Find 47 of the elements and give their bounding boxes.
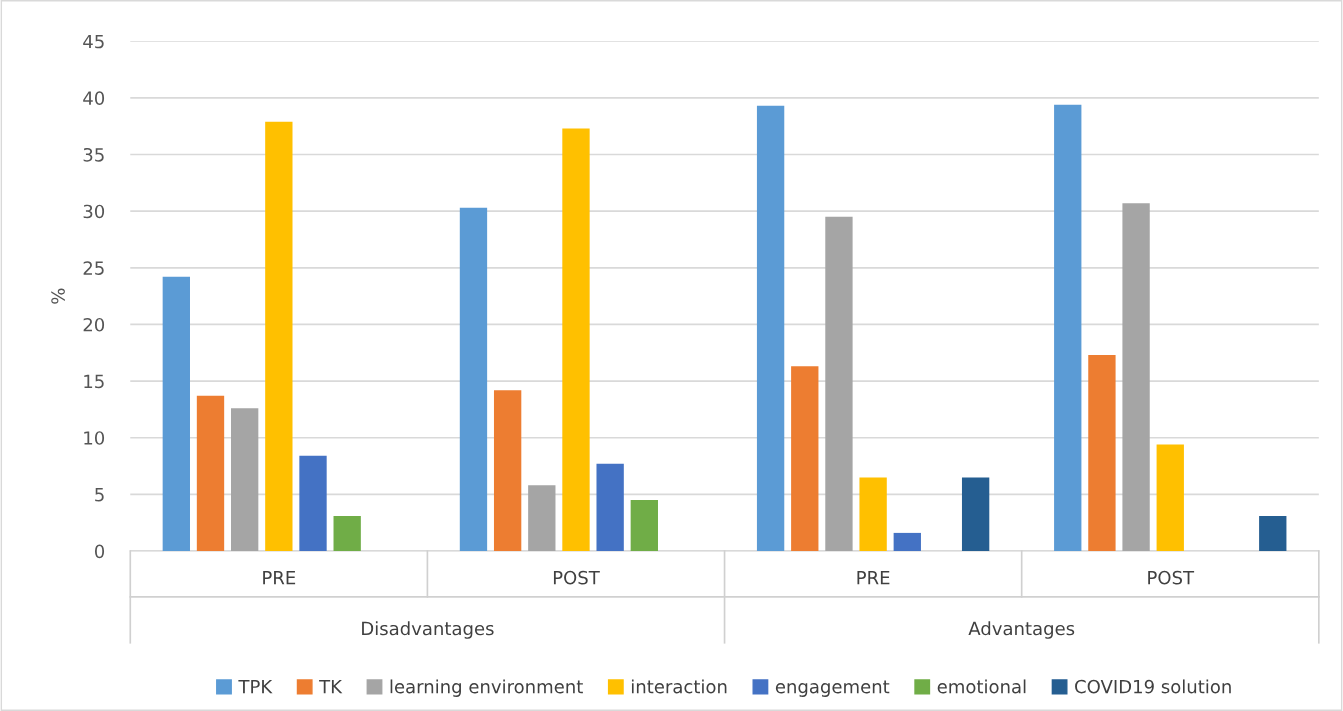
text: Advantages bbox=[968, 621, 1075, 639]
legend-label: engagement bbox=[775, 680, 890, 697]
bar bbox=[791, 366, 819, 552]
x-tick-label: POST bbox=[1148, 570, 1195, 585]
legend-label: TK bbox=[319, 679, 343, 694]
y-tick-label: 5 bbox=[95, 488, 104, 502]
y-tick-label: 30 bbox=[83, 204, 105, 219]
y-tick-label: 20 bbox=[83, 317, 105, 332]
bar bbox=[1259, 515, 1287, 552]
y-tick-label: 40 bbox=[83, 91, 105, 105]
bar bbox=[528, 485, 556, 552]
bar bbox=[1122, 203, 1150, 552]
legend-label: learning environment bbox=[390, 679, 583, 697]
y-tick-label: 10 bbox=[84, 431, 105, 445]
bar bbox=[756, 105, 785, 552]
bar bbox=[1156, 444, 1184, 552]
bar bbox=[265, 121, 293, 552]
y-tick-label: 45 bbox=[83, 34, 104, 49]
bar bbox=[459, 207, 488, 552]
bar bbox=[196, 395, 225, 552]
bar bbox=[893, 532, 921, 552]
bar bbox=[825, 216, 853, 552]
y-tick-label: 25 bbox=[83, 261, 104, 275]
legend-label: interaction bbox=[631, 679, 727, 694]
text: Disadvantages bbox=[362, 621, 494, 639]
x-tick-label: PRE bbox=[263, 571, 296, 585]
y-axis-title: % bbox=[51, 288, 65, 304]
bar bbox=[596, 463, 624, 552]
legend-label: TPK bbox=[238, 679, 273, 694]
bar bbox=[162, 276, 190, 552]
x-tick-label: PRE bbox=[857, 571, 890, 585]
bar bbox=[630, 500, 658, 552]
bar bbox=[299, 455, 327, 552]
y-tick-label: 35 bbox=[83, 147, 104, 162]
bar bbox=[961, 477, 990, 552]
bar bbox=[859, 477, 887, 552]
bar bbox=[1088, 355, 1116, 552]
x-tick-label: POST bbox=[553, 570, 600, 585]
bar bbox=[231, 408, 259, 552]
legend-label: emotional bbox=[937, 679, 1026, 694]
bar bbox=[493, 390, 522, 552]
y-tick-label: 0 bbox=[94, 544, 105, 559]
legend-label: COVID19 solution bbox=[1075, 679, 1231, 694]
bar bbox=[1054, 104, 1082, 552]
bar bbox=[333, 515, 361, 552]
bar bbox=[562, 128, 590, 552]
y-tick-label: 15 bbox=[84, 374, 104, 389]
